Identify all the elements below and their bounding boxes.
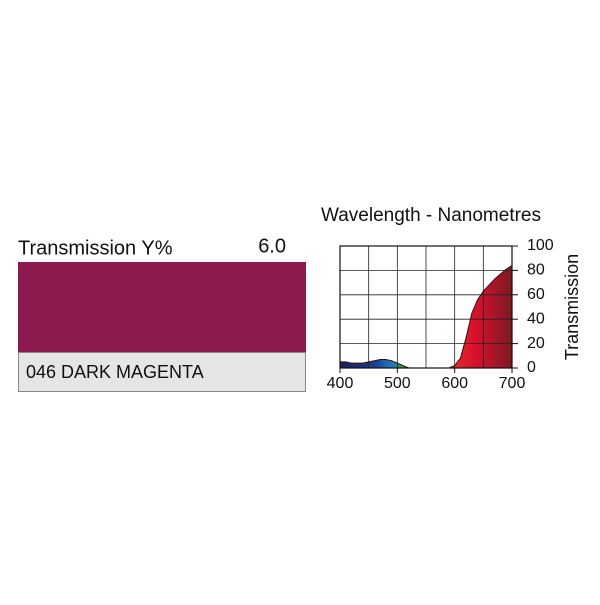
- transmission-value: 6.0: [258, 235, 286, 257]
- chart-title: Wavelength - Nanometres: [321, 205, 541, 226]
- y-tick-label: 100: [527, 237, 554, 254]
- y-tick-label: 0: [527, 359, 536, 376]
- color-swatch: [18, 262, 306, 352]
- x-tick-label: 500: [384, 375, 411, 392]
- plot-frame: [339, 245, 513, 369]
- transmission-label: Transmission Y%: [18, 237, 173, 259]
- y-tick-label: 60: [527, 286, 545, 303]
- filter-name: 046 DARK MAGENTA: [26, 362, 204, 382]
- y-axis-label: Transmission: [562, 254, 582, 360]
- y-tick-label: 80: [527, 262, 545, 279]
- area-fill: [340, 265, 512, 368]
- y-tick-label: 40: [527, 310, 545, 327]
- x-tick-label: 600: [441, 375, 468, 392]
- name-box: [18, 352, 306, 392]
- x-tick-label: 700: [499, 375, 526, 392]
- y-tick-label: 20: [527, 335, 545, 352]
- x-tick-label: 400: [327, 375, 354, 392]
